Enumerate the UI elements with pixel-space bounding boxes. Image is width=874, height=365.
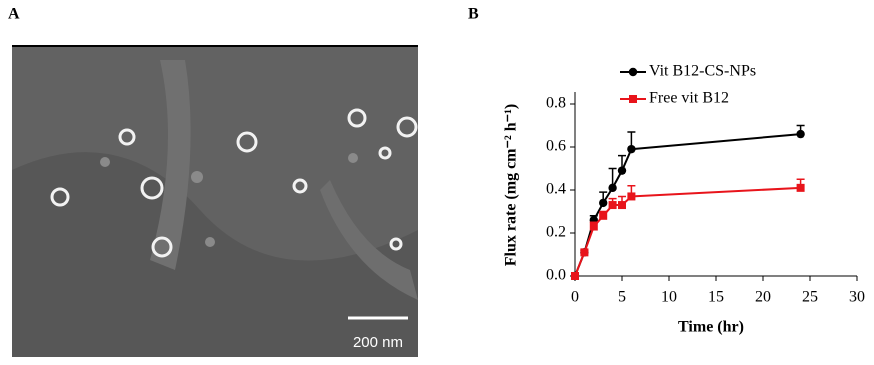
y-tick-label: 0.2 [546, 224, 566, 241]
marker [589, 222, 598, 231]
legend-marker [628, 67, 638, 77]
y-tick-label: 0.8 [546, 95, 566, 112]
y-tick-label: 0.4 [546, 181, 566, 198]
marker [571, 272, 579, 280]
marker [618, 201, 626, 210]
panel-label: B [468, 6, 479, 23]
x-tick-label: 0 [571, 289, 579, 306]
panel-label: A [8, 6, 20, 23]
marker [617, 166, 627, 175]
legend-label: Vit B12-CS-NPs [649, 63, 756, 80]
marker [580, 248, 589, 257]
scale-bar-label: 200 nm [353, 334, 403, 351]
marker [608, 183, 617, 193]
y-tick-label: 0.6 [546, 138, 566, 155]
marker [599, 211, 608, 220]
marker [627, 144, 636, 154]
legend-marker [629, 95, 637, 103]
x-tick-label: 25 [802, 289, 818, 306]
marker [627, 192, 636, 201]
y-axis-label: Flux rate (mg cm⁻² h⁻¹) [503, 104, 520, 266]
y-tick-label: 0.0 [546, 267, 566, 284]
marker [796, 183, 805, 192]
x-tick-label: 15 [708, 289, 724, 306]
x-tick-label: 10 [661, 289, 677, 306]
sem-image: 200 nm [12, 45, 418, 357]
marker [796, 129, 805, 139]
legend-label: Free vit B12 [649, 90, 729, 107]
x-axis-label: Time (hr) [678, 319, 744, 336]
marker [608, 201, 617, 210]
x-tick-label: 5 [618, 289, 626, 306]
x-tick-label: 30 [849, 289, 865, 306]
marker [599, 198, 608, 208]
x-tick-label: 20 [755, 289, 771, 306]
chart: 0.0 0.2 0.4 0.6 0.8 0 5 10 15 20 25 30 Time (hr) Flux… [503, 63, 865, 336]
